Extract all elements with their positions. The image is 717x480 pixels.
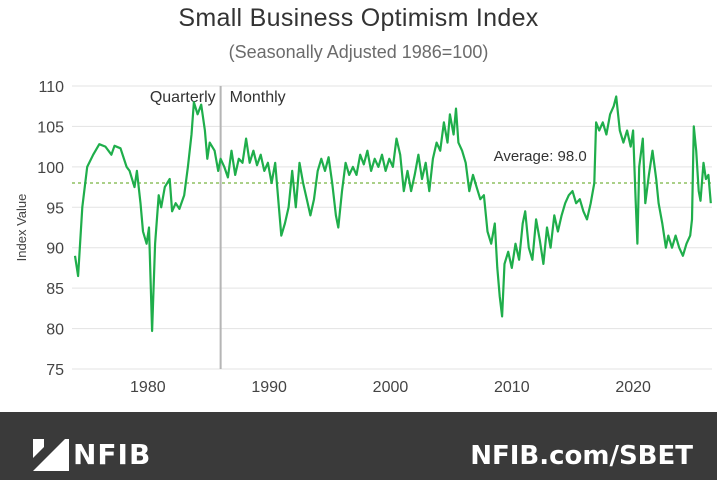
label-quarterly: Quarterly	[150, 89, 216, 106]
chart-title: Small Business Optimism Index	[178, 4, 539, 32]
label-monthly: Monthly	[230, 89, 286, 106]
line-chart: 75 80 85 90 95 100 105 110 1980 1990 2000 2010 2020 I…	[14, 79, 712, 396]
chart-subtitle: (Seasonally Adjusted 1986=100)	[228, 42, 489, 62]
logo-text: NFIB	[73, 438, 152, 471]
nfib-logo-icon	[33, 438, 69, 471]
y-tick-label-90: 90	[46, 241, 64, 258]
x-tick-label-1990: 1990	[251, 379, 287, 396]
y-tick-label-75: 75	[46, 362, 64, 379]
y-tick-label-100: 100	[37, 160, 64, 177]
average-label: Average: 98.0	[494, 148, 587, 165]
y-axis-label: Index Value	[14, 194, 29, 262]
y-tick-label-105: 105	[37, 119, 64, 136]
y-tick-label-80: 80	[46, 322, 64, 339]
y-tick-label-110: 110	[38, 79, 64, 96]
nfib-logo: NFIB	[33, 438, 151, 471]
footer-bar	[0, 412, 717, 480]
series-line-index	[73, 95, 712, 333]
x-tick-label-2020: 2020	[615, 379, 651, 396]
x-tick-label-2010: 2010	[494, 379, 530, 396]
footer-url: NFIB.com/SBET	[470, 441, 693, 471]
x-tick-label-1980: 1980	[130, 379, 166, 396]
x-tick-label-2000: 2000	[373, 379, 409, 396]
y-tick-label-85: 85	[46, 281, 64, 298]
y-tick-label-95: 95	[46, 200, 64, 217]
